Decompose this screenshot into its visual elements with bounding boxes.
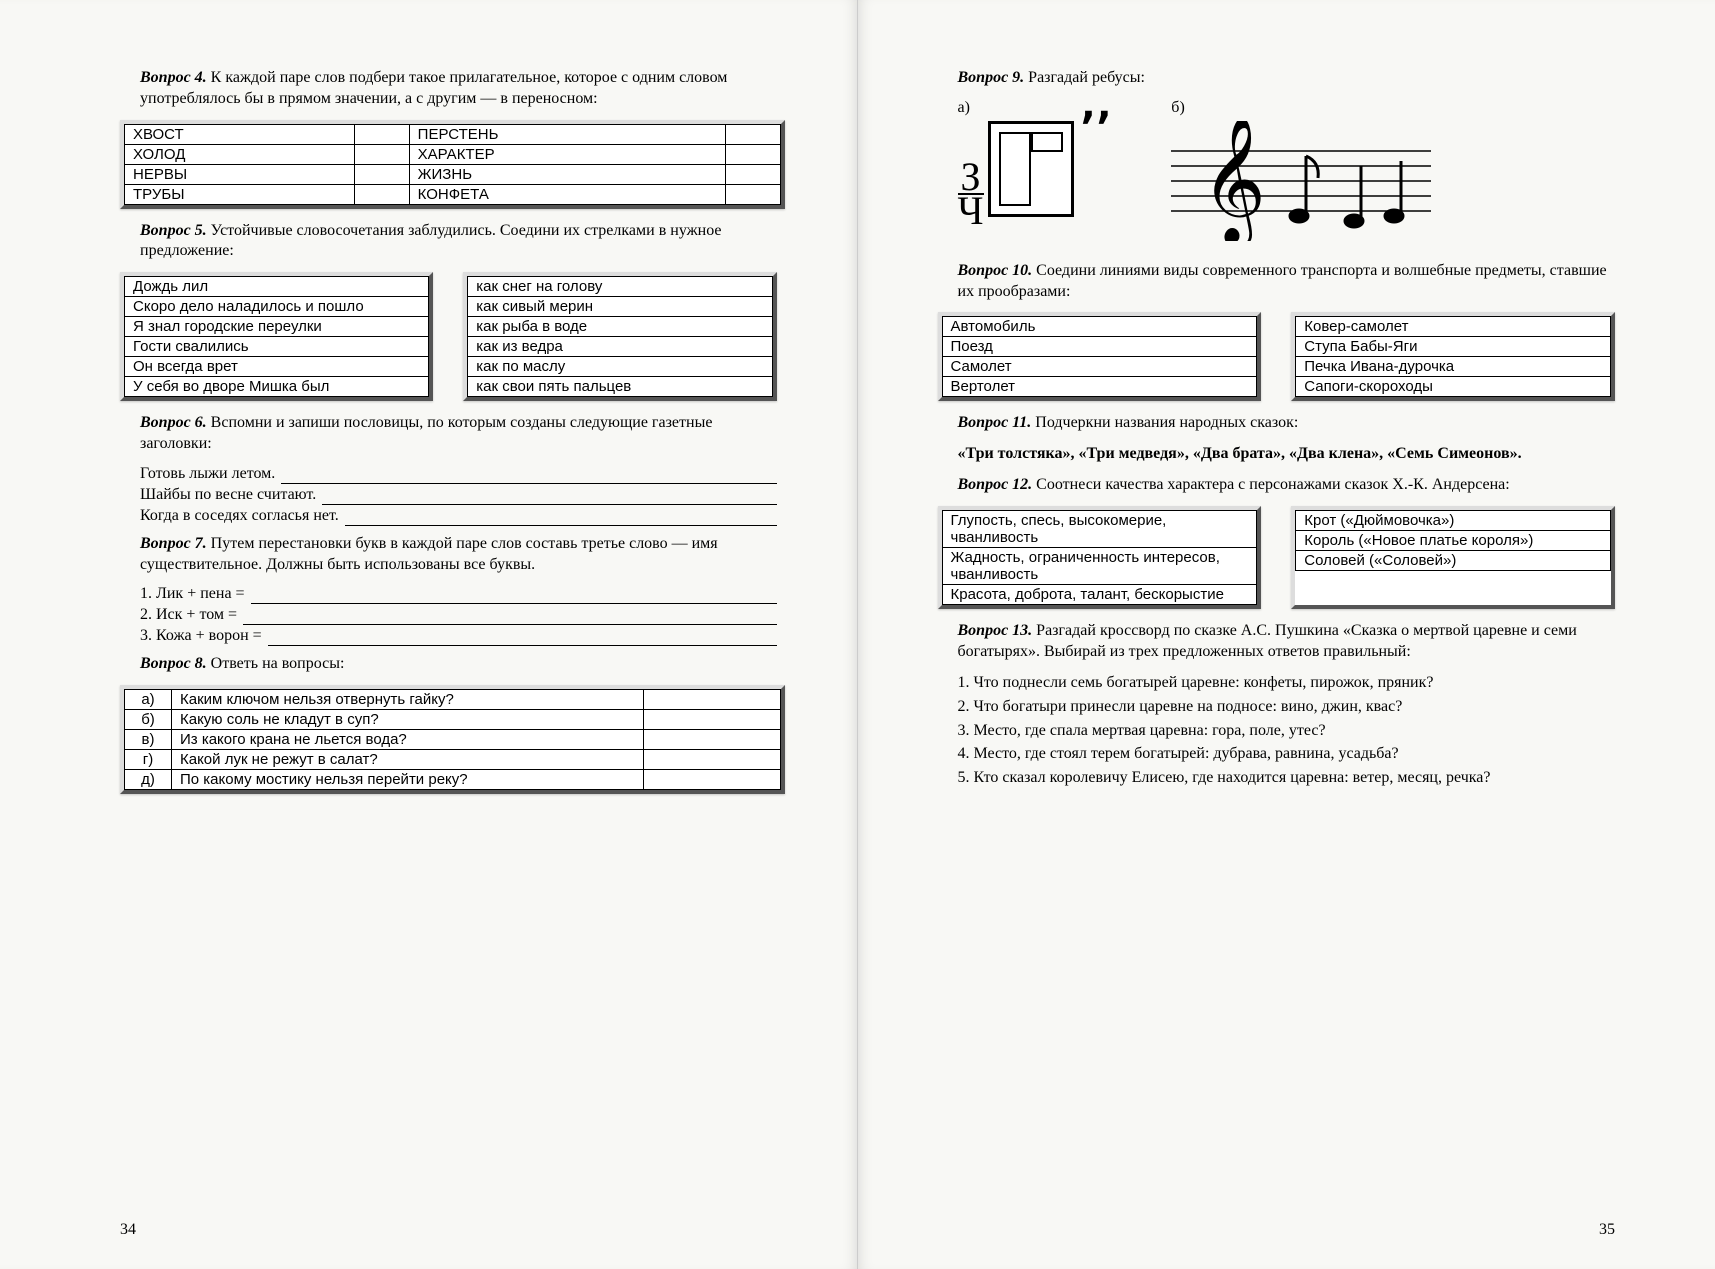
treble-clef-icon: 𝄞	[1171, 121, 1431, 241]
question-7-lines: 1. Лик + пена = 2. Иск + том = 3. Кожа +…	[120, 585, 777, 646]
page-right: Вопрос 9. Разгадай ребусы: а) З Ч ՚՚ б)	[858, 0, 1715, 1269]
question-12-tables: Глупость, спесь, высокомерие, чванливост…	[938, 506, 1616, 609]
question-10-tables: Автомобиль Поезд Самолет Вертолет Ковер-…	[938, 312, 1616, 401]
door-icon	[988, 121, 1074, 217]
question-12-text: Вопрос 12. Соотнеси качества характера с…	[958, 475, 1616, 496]
question-4-text: Вопрос 4. К каждой паре слов подбери так…	[140, 68, 777, 110]
question-11-options: «Три толстяка», «Три медведя», «Два брат…	[958, 444, 1616, 465]
question-6-lines: Готовь лыжи летом. Шайбы по весне считаю…	[120, 465, 777, 526]
question-9-rebuses: а) З Ч ՚՚ б)	[958, 99, 1616, 241]
svg-text:𝄞: 𝄞	[1201, 121, 1266, 241]
question-6-text: Вопрос 6. Вспомни и запиши пословицы, по…	[140, 413, 777, 455]
page-number-right: 35	[1599, 1221, 1615, 1239]
commas-icon: ՚՚	[1080, 121, 1112, 141]
rebus-a: а) З Ч ՚՚	[958, 99, 1112, 227]
book-spread: Вопрос 4. К каждой паре слов подбери так…	[0, 0, 1715, 1269]
question-9-text: Вопрос 9. Разгадай ребусы:	[958, 68, 1616, 89]
question-4-table: ХВОСТ ПЕРСТЕНЬ ХОЛОД ХАРАКТЕР НЕРВЫ ЖИЗН…	[120, 120, 785, 209]
question-13-text: Вопрос 13. Разгадай кроссворд по сказке …	[958, 621, 1616, 663]
question-5-tables: Дождь лил Скоро дело наладилось и пошло …	[120, 272, 777, 401]
question-10-text: Вопрос 10. Соедини линиями виды современ…	[958, 261, 1616, 303]
question-5-text: Вопрос 5. Устойчивые словосочетания забл…	[140, 221, 777, 263]
question-13-items: 1. Что поднесли семь богатырей царевне: …	[958, 672, 1616, 788]
question-7-text: Вопрос 7. Путем перестановки букв в кажд…	[140, 534, 777, 576]
fraction-icon: З Ч	[958, 121, 984, 227]
rebus-b: б) 𝄞	[1171, 99, 1431, 241]
page-number-left: 34	[120, 1221, 136, 1239]
question-8-table: а)Каким ключом нельзя отвернуть гайку? б…	[120, 685, 785, 794]
page-left: Вопрос 4. К каждой паре слов подбери так…	[0, 0, 858, 1269]
question-8-text: Вопрос 8. Ответь на вопросы:	[140, 654, 777, 675]
question-11-text: Вопрос 11. Подчеркни названия народных с…	[958, 413, 1616, 434]
